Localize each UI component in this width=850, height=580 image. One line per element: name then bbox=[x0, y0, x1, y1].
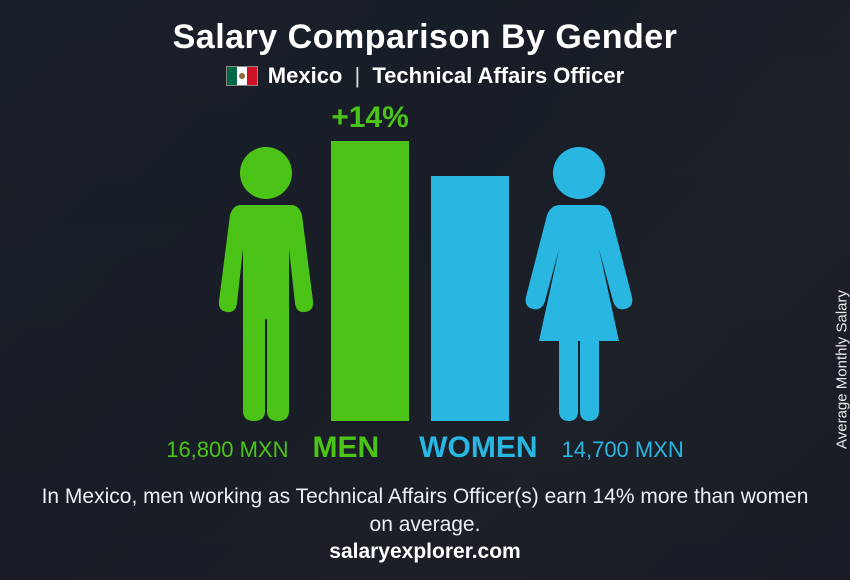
female-bar-wrap bbox=[431, 101, 509, 421]
female-icon-wrap bbox=[509, 101, 649, 421]
male-labels: 16,800 MXN MEN bbox=[166, 431, 379, 465]
source-label: salaryexplorer.com bbox=[0, 540, 850, 564]
male-label: MEN bbox=[313, 431, 380, 465]
male-icon bbox=[201, 141, 331, 421]
subtitle-text: Mexico | Technical Affairs Officer bbox=[268, 63, 624, 89]
female-bar bbox=[431, 176, 509, 421]
male-bar-wrap: +14% bbox=[331, 101, 409, 421]
page-title: Salary Comparison By Gender bbox=[173, 18, 678, 57]
male-icon-wrap bbox=[201, 101, 331, 421]
female-labels: WOMEN 14,700 MXN bbox=[419, 431, 684, 465]
delta-label: +14% bbox=[331, 101, 409, 135]
male-side: +14% bbox=[201, 101, 409, 421]
female-side bbox=[431, 101, 649, 421]
labels-row: 16,800 MXN MEN WOMEN 14,700 MXN bbox=[40, 431, 810, 465]
female-salary: 14,700 MXN bbox=[562, 437, 684, 463]
female-label: WOMEN bbox=[419, 431, 537, 465]
female-icon bbox=[509, 141, 649, 421]
mexico-flag-icon bbox=[226, 66, 258, 86]
caption-text: In Mexico, men working as Technical Affa… bbox=[40, 483, 810, 540]
male-salary: 16,800 MXN bbox=[166, 437, 288, 463]
subtitle-row: Mexico | Technical Affairs Officer bbox=[226, 63, 624, 89]
role-label: Technical Affairs Officer bbox=[372, 63, 624, 88]
male-bar bbox=[331, 141, 409, 421]
country-label: Mexico bbox=[268, 63, 343, 88]
chart-area: +14% bbox=[201, 101, 649, 421]
separator: | bbox=[355, 63, 361, 88]
y-axis-label: Average Monthly Salary bbox=[834, 290, 850, 449]
